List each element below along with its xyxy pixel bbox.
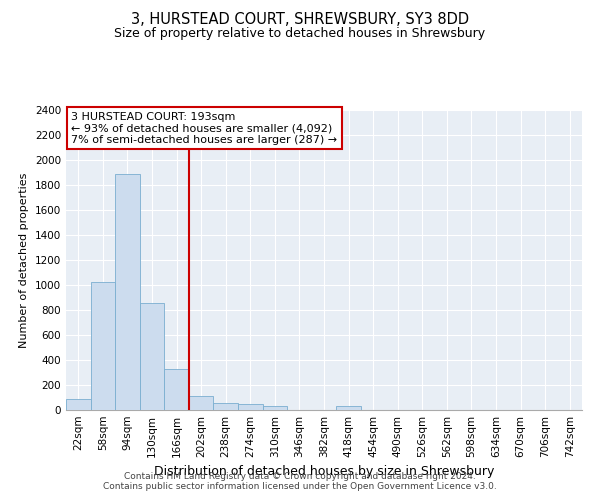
Text: 3, HURSTEAD COURT, SHREWSBURY, SY3 8DD: 3, HURSTEAD COURT, SHREWSBURY, SY3 8DD [131, 12, 469, 28]
Bar [91, 282, 115, 410]
Bar [115, 174, 140, 410]
Text: Contains HM Land Registry data © Crown copyright and database right 2024.: Contains HM Land Registry data © Crown c… [124, 472, 476, 481]
Bar [164, 370, 189, 410]
Text: Contains public sector information licensed under the Open Government Licence v3: Contains public sector information licen… [103, 482, 497, 491]
Text: 3 HURSTEAD COURT: 193sqm
← 93% of detached houses are smaller (4,092)
7% of semi: 3 HURSTEAD COURT: 193sqm ← 93% of detach… [71, 112, 337, 144]
Bar [189, 396, 214, 410]
Y-axis label: Number of detached properties: Number of detached properties [19, 172, 29, 348]
Bar [336, 406, 361, 410]
Bar [263, 406, 287, 410]
X-axis label: Distribution of detached houses by size in Shrewsbury: Distribution of detached houses by size … [154, 466, 494, 478]
Bar [66, 400, 91, 410]
Text: Size of property relative to detached houses in Shrewsbury: Size of property relative to detached ho… [115, 28, 485, 40]
Bar [214, 403, 238, 410]
Bar [140, 302, 164, 410]
Bar [238, 404, 263, 410]
